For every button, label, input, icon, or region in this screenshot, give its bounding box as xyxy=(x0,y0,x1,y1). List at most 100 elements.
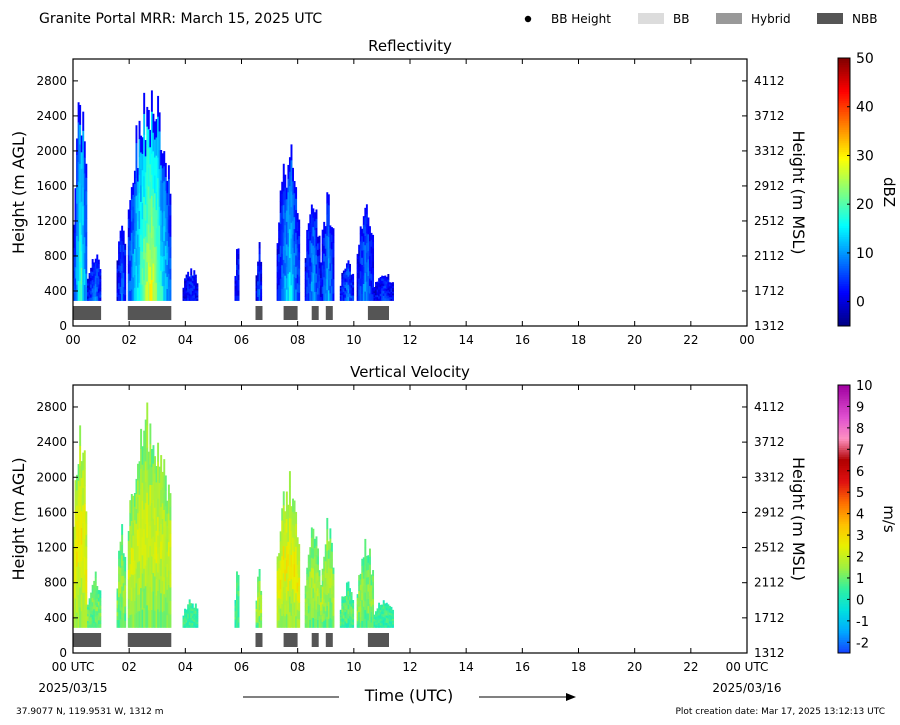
echo-cell xyxy=(135,177,138,196)
echo-cell xyxy=(237,622,240,628)
echo-cell xyxy=(350,609,353,614)
echo-cell xyxy=(344,281,347,285)
echo-cell xyxy=(306,251,309,259)
colorbar-segment xyxy=(838,559,850,562)
echo-cell xyxy=(236,290,238,296)
echo-cell xyxy=(80,560,83,578)
echo-cell xyxy=(80,168,83,186)
echo-cell xyxy=(332,585,335,592)
echo-cell xyxy=(122,279,125,287)
echo-cell xyxy=(161,471,164,488)
echo-cell xyxy=(350,616,353,621)
echo-cell xyxy=(193,613,196,616)
echo-cell xyxy=(187,604,190,607)
echo-cell xyxy=(309,619,312,628)
echo-cell xyxy=(284,199,287,213)
echo-cell xyxy=(194,625,197,628)
echo-cell xyxy=(99,601,102,606)
echo-cell xyxy=(352,297,355,301)
echo-cell xyxy=(298,585,301,595)
y-tick-label-right: 2912 xyxy=(754,179,785,193)
echo-cell xyxy=(361,264,364,273)
echo-cell xyxy=(370,574,373,581)
colorbar-segment xyxy=(838,91,850,95)
echo-cell xyxy=(356,253,359,259)
echo-cell xyxy=(320,289,323,294)
y-tick-label-right: 2912 xyxy=(754,505,785,519)
echo-cell xyxy=(122,251,125,259)
colorbar-segment xyxy=(838,447,850,451)
echo-cell xyxy=(352,619,355,623)
echo-cell xyxy=(292,563,294,577)
y-tick-label: 800 xyxy=(44,576,67,590)
echo-cell xyxy=(387,622,390,626)
echo-cell xyxy=(190,281,193,285)
echo-cell xyxy=(332,249,335,258)
echo-cell xyxy=(169,257,172,269)
echo-cell xyxy=(359,285,362,294)
echo-cell xyxy=(320,593,323,599)
echo-cell xyxy=(237,295,240,301)
echo-cell xyxy=(164,259,167,274)
echo-cell xyxy=(318,570,321,577)
echo-cell xyxy=(359,293,362,301)
echo-cell xyxy=(347,599,350,605)
echo-cell xyxy=(298,276,301,285)
echo-cell xyxy=(119,279,122,287)
echo-cell xyxy=(141,518,144,538)
echo-cell xyxy=(378,622,381,626)
legend-label: Hybrid xyxy=(751,12,791,26)
echo-cell xyxy=(260,594,263,599)
colorbar-segment xyxy=(838,118,850,121)
echo-cell xyxy=(137,611,139,628)
echo-cell xyxy=(190,603,193,606)
echo-cell xyxy=(304,279,307,284)
echo-cell xyxy=(187,611,190,614)
echo-cell xyxy=(154,175,156,194)
echo-cell xyxy=(375,622,377,625)
echo-cell xyxy=(93,622,96,628)
echo-cell xyxy=(157,609,160,628)
echo-cell xyxy=(378,296,381,299)
echo-cell xyxy=(122,612,125,621)
echo-cell xyxy=(163,270,166,286)
echo-cell xyxy=(129,614,132,628)
echo-cell xyxy=(382,283,385,287)
echo-cell xyxy=(384,610,387,614)
echo-cell xyxy=(378,282,381,286)
echo-cell xyxy=(375,619,377,622)
echo-cell xyxy=(133,274,136,288)
echo-cell xyxy=(193,288,196,292)
echo-cell xyxy=(194,292,197,296)
echo-cell xyxy=(121,293,124,301)
echo-cell xyxy=(184,296,187,299)
echo-cell xyxy=(236,571,238,578)
echo-cell xyxy=(82,575,85,593)
echo-cell xyxy=(344,621,347,625)
echo-cell xyxy=(284,275,287,289)
echo-cell xyxy=(296,256,299,266)
echo-cell xyxy=(158,244,161,264)
echo-cell xyxy=(345,605,348,610)
echo-cell xyxy=(87,622,89,626)
echo-cell xyxy=(352,622,355,626)
bright-band-bar xyxy=(127,633,172,647)
echo-column xyxy=(320,192,335,301)
echo-cell xyxy=(141,464,144,483)
echo-cell xyxy=(158,482,161,500)
colorbar-segment xyxy=(838,272,850,276)
echo-cell xyxy=(182,294,185,296)
echo-cell xyxy=(293,228,296,242)
echo-cell xyxy=(379,607,382,610)
echo-cell xyxy=(352,273,355,277)
echo-cell xyxy=(116,619,119,624)
echo-cell xyxy=(372,234,375,242)
echo-cell xyxy=(309,222,312,232)
colorbar-segment xyxy=(838,420,850,424)
echo-cell xyxy=(77,578,80,596)
echo-cell xyxy=(87,294,89,297)
echo-cell xyxy=(85,191,88,206)
echo-cell xyxy=(94,593,97,600)
echo-cell xyxy=(154,576,156,594)
echo-cell xyxy=(288,200,291,215)
